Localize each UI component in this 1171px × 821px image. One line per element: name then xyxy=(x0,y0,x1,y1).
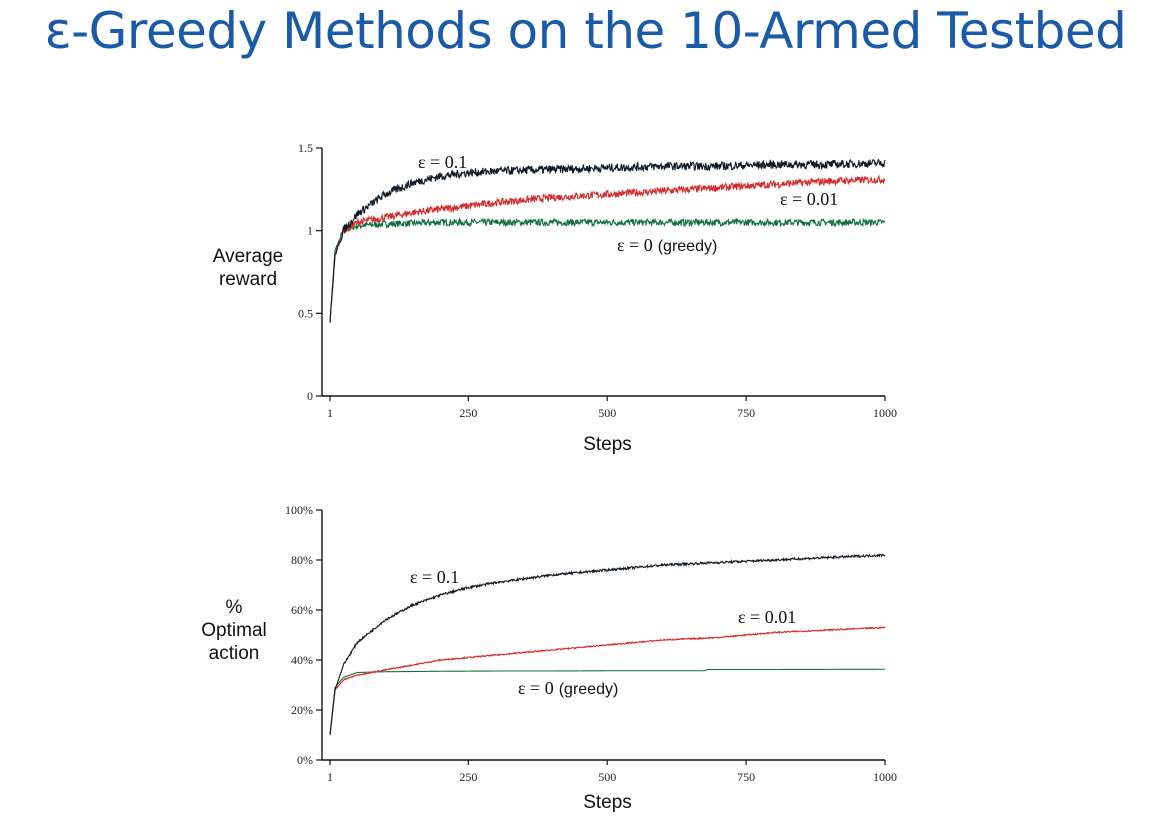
series-label-eps-0-01: ε = 0.01 xyxy=(780,189,838,209)
y-axis-title-line: Optimal xyxy=(201,620,266,641)
x-tick-label: 500 xyxy=(598,406,616,420)
chart-average-reward: 0 0.5 1 1.5 1 250 500 750 1000 Steps Averagereward… xyxy=(213,141,897,455)
x-tick-label: 500 xyxy=(598,770,616,784)
x-tick-label: 1000 xyxy=(873,406,897,420)
series-label-eps-0-01: ε = 0.01 xyxy=(738,607,796,627)
x-tick-label: 1 xyxy=(327,406,333,420)
y-axis-title-line: action xyxy=(209,643,260,664)
y-tick-label: 0.5 xyxy=(298,306,313,320)
series-line-eps-0-1 xyxy=(329,158,886,323)
series-line-eps-0-greedy xyxy=(329,217,886,323)
x-tick-label: 250 xyxy=(459,406,477,420)
y-tick-label: 1.5 xyxy=(298,141,313,155)
y-tick-label: 80% xyxy=(291,553,313,567)
slide-title: ε-Greedy Methods on the 10-Armed Testbed xyxy=(44,2,1127,60)
y-axis-title-line: % xyxy=(226,597,243,618)
y-tick-label: 1 xyxy=(307,224,313,238)
y-tick-label: 40% xyxy=(291,653,313,667)
series-label-eps-0-greedy: ε = 0 (greedy) xyxy=(518,678,618,698)
y-tick-label: 100% xyxy=(285,503,313,517)
series-line-eps-0-1 xyxy=(329,553,886,735)
x-tick-label: 750 xyxy=(737,770,755,784)
y-tick-label: 0 xyxy=(307,389,313,403)
series-line-eps-0-01 xyxy=(329,626,886,736)
chart-optimal-action: 0% 20% 40% 60% 80% 100% 1 250 500 750 1000 Steps%Op… xyxy=(201,503,897,813)
x-axis-title: Steps xyxy=(583,434,632,455)
y-tick-label: 0% xyxy=(297,753,313,767)
series-line-eps-0-greedy xyxy=(329,668,885,736)
series-line-eps-0-01 xyxy=(329,174,886,322)
y-tick-label: 60% xyxy=(291,603,313,617)
x-tick-label: 250 xyxy=(459,770,477,784)
x-tick-label: 1000 xyxy=(873,770,897,784)
x-tick-label: 1 xyxy=(327,770,333,784)
x-tick-label: 750 xyxy=(737,406,755,420)
y-axis-title-line: reward xyxy=(219,269,277,290)
x-axis-title: Steps xyxy=(583,792,632,813)
series-label-eps-0-1: ε = 0.1 xyxy=(410,567,459,587)
y-axis-title-line: Average xyxy=(213,246,283,267)
y-tick-label: 20% xyxy=(291,703,313,717)
series-label-eps-0-1: ε = 0.1 xyxy=(418,152,467,172)
series-label-eps-0-greedy: ε = 0 (greedy) xyxy=(617,235,717,255)
